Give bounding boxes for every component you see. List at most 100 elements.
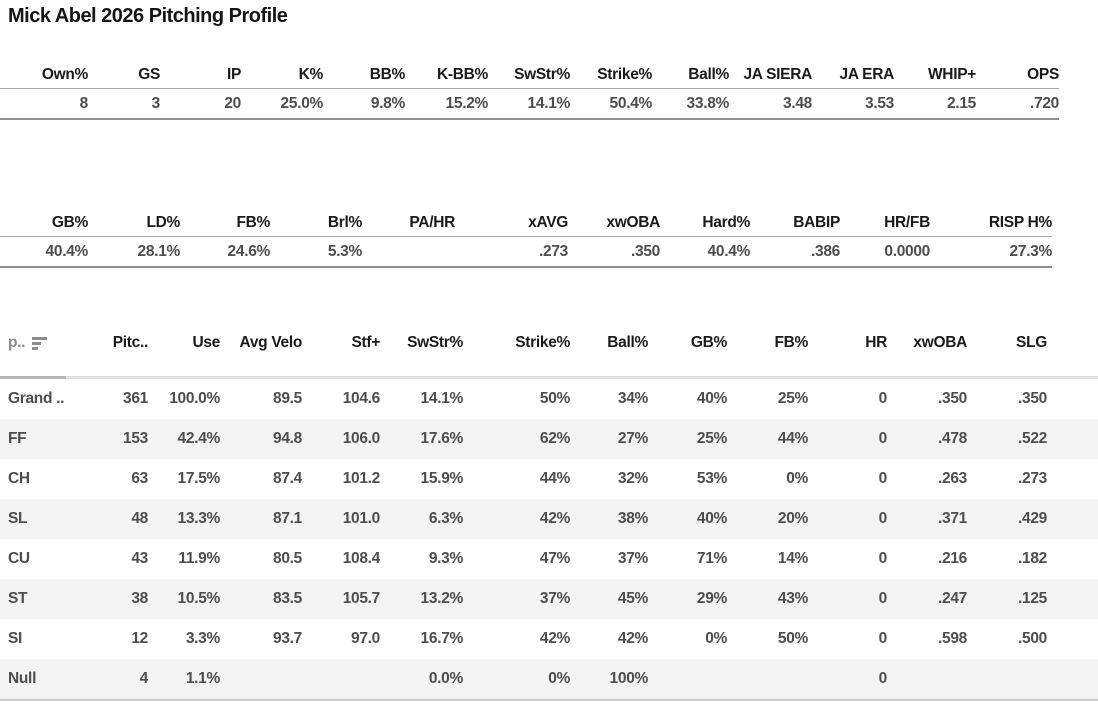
cell-gb: 40% xyxy=(696,510,727,527)
column-header-ball[interactable]: Ball% xyxy=(607,334,648,351)
cell-strike: 37% xyxy=(539,590,570,607)
stat-header-babip: BABIP xyxy=(750,208,840,237)
table-bottom-rule xyxy=(0,699,1098,701)
cell-pitch-type: Null xyxy=(8,670,37,687)
cell-pitches: 4 xyxy=(139,670,148,687)
cell-pitches: 48 xyxy=(131,510,148,527)
cell-xwoba: .350 xyxy=(938,390,967,407)
stat-header-k: K% xyxy=(241,60,323,89)
cell-hr: 0 xyxy=(878,390,887,407)
stat-header-gb: GB% xyxy=(0,208,88,237)
cell-pitches: 12 xyxy=(131,630,148,647)
stat-header-hr-fb: HR/FB xyxy=(840,208,930,237)
stat-header-ball: Ball% xyxy=(652,60,729,89)
page-title: Mick Abel 2026 Pitching Profile xyxy=(8,5,288,27)
stat-header-bb: BB% xyxy=(323,60,405,89)
cell-hr: 0 xyxy=(878,470,887,487)
cell-gb: 40% xyxy=(696,390,727,407)
cell-slg: .429 xyxy=(1018,510,1047,527)
stat-value-swstr: 14.1% xyxy=(527,95,570,112)
cell-pitch-type: Grand .. xyxy=(8,390,65,407)
cell-avg-velo: 94.8 xyxy=(273,430,302,447)
stat-header-fb: FB% xyxy=(180,208,270,237)
stat-value-pa-hr xyxy=(362,237,455,266)
cell-strike: 42% xyxy=(539,510,570,527)
column-header-pitch-type[interactable]: p.. xyxy=(0,334,90,352)
cell-stf-plus: 108.4 xyxy=(342,550,380,567)
cell-avg-velo: 87.1 xyxy=(273,510,302,527)
cell-avg-velo: 80.5 xyxy=(273,550,302,567)
summary-stats-table-1: Own% GS IP K% BB% K-BB% SwStr% Strike% B… xyxy=(0,60,1059,120)
stat-header-own: Own% xyxy=(0,60,88,89)
stat-header-whip-plus: WHIP+ xyxy=(894,60,976,89)
cell-hr: 0 xyxy=(878,590,887,607)
stat-header-ld: LD% xyxy=(88,208,180,237)
cell-pitches: 153 xyxy=(123,430,148,447)
horizontal-scrollbar[interactable] xyxy=(0,376,1098,379)
cell-avg-velo: 93.7 xyxy=(273,630,302,647)
cell-hr: 0 xyxy=(878,630,887,647)
cell-fb: 43% xyxy=(777,590,808,607)
cell-swstr: 17.6% xyxy=(420,430,463,447)
cell-xwoba: .216 xyxy=(938,550,967,567)
stat-header-ops: OPS xyxy=(976,60,1059,89)
cell-use: 10.5% xyxy=(177,590,220,607)
summary-stats-table-2: GB% LD% FB% Brl% PA/HR xAVG xwOBA Hard% … xyxy=(0,208,1052,268)
cell-ball: 42% xyxy=(617,630,648,647)
cell-strike: 42% xyxy=(539,630,570,647)
cell-strike: 47% xyxy=(539,550,570,567)
cell-fb: 44% xyxy=(777,430,808,447)
cell-use: 100.0% xyxy=(169,390,220,407)
column-header-stf-plus[interactable]: Stf+ xyxy=(351,334,380,351)
stat-header-strike: Strike% xyxy=(570,60,652,89)
stat-header-hard: Hard% xyxy=(660,208,750,237)
cell-gb: 29% xyxy=(696,590,727,607)
sort-descending-icon xyxy=(32,336,48,350)
cell-stf-plus: 101.2 xyxy=(342,470,380,487)
column-header-xwoba[interactable]: xwOBA xyxy=(913,334,967,351)
stat-header-ja-era: JA ERA xyxy=(812,60,894,89)
cell-strike: 0% xyxy=(548,670,570,687)
stat-value-k: 25.0% xyxy=(280,95,323,112)
cell-gb: 25% xyxy=(696,430,727,447)
horizontal-scrollbar-thumb[interactable] xyxy=(0,376,66,379)
column-header-strike[interactable]: Strike% xyxy=(515,334,570,351)
cell-swstr: 9.3% xyxy=(428,550,463,567)
cell-slg: .350 xyxy=(1018,390,1047,407)
cell-fb: 0% xyxy=(786,470,808,487)
column-header-gb[interactable]: GB% xyxy=(690,334,727,351)
cell-use: 1.1% xyxy=(185,670,220,687)
stat-header-ja-siera: JA SIERA xyxy=(729,60,812,89)
cell-hr: 0 xyxy=(878,510,887,527)
column-header-avg-velo[interactable]: Avg Velo xyxy=(239,334,303,351)
column-header-slg[interactable]: SLG xyxy=(1016,334,1047,351)
cell-ball: 34% xyxy=(617,390,648,407)
cell-slg: .522 xyxy=(1018,430,1047,447)
column-header-swstr[interactable]: SwStr% xyxy=(407,334,463,351)
cell-gb: 71% xyxy=(696,550,727,567)
column-header-use[interactable]: Use xyxy=(192,334,220,351)
pitch-table-header-row: p.. Pitc.. Use Avg Velo Stf+ SwStr% Stri… xyxy=(0,325,1098,361)
column-header-fb[interactable]: FB% xyxy=(774,334,808,351)
stat-header-swstr: SwStr% xyxy=(488,60,570,89)
cell-pitch-type: ST xyxy=(8,590,28,607)
table-row-ch: CH 63 17.5% 87.4 101.2 15.9% 44% 32% 53%… xyxy=(0,459,1098,499)
cell-swstr: 13.2% xyxy=(420,590,463,607)
cell-use: 3.3% xyxy=(185,630,220,647)
cell-pitches: 38 xyxy=(131,590,148,607)
stat-value-brl: 5.3% xyxy=(327,243,362,260)
cell-fb: 20% xyxy=(777,510,808,527)
cell-xwoba: .263 xyxy=(938,470,967,487)
column-header-pitch-type-label: p.. xyxy=(8,334,26,351)
stat-header-xwoba: xwOBA xyxy=(568,208,660,237)
cell-stf-plus: 105.7 xyxy=(342,590,380,607)
stat-value-hr-fb: 0.0000 xyxy=(884,243,930,260)
column-header-hr[interactable]: HR xyxy=(865,334,887,351)
cell-hr: 0 xyxy=(878,430,887,447)
column-header-pitches[interactable]: Pitc.. xyxy=(112,334,148,351)
pitch-breakdown-table: p.. Pitc.. Use Avg Velo Stf+ SwStr% Stri… xyxy=(0,325,1098,701)
stat-value-ja-siera: 3.48 xyxy=(783,95,812,112)
cell-xwoba: .371 xyxy=(938,510,967,527)
table-row-st: ST 38 10.5% 83.5 105.7 13.2% 37% 45% 29%… xyxy=(0,579,1098,619)
cell-stf-plus: 104.6 xyxy=(342,390,380,407)
